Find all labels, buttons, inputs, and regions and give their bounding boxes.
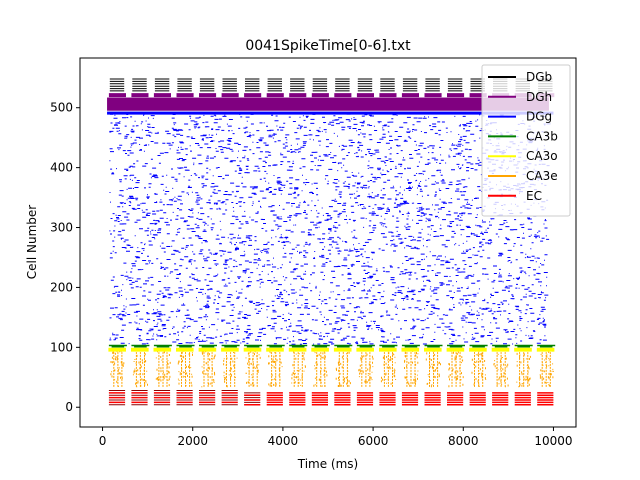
series-dgh xyxy=(107,97,549,111)
y-tick-label: 200 xyxy=(50,280,73,294)
series-ec xyxy=(108,392,554,406)
series-dgg-band xyxy=(107,111,554,115)
x-tick-label: 4000 xyxy=(268,434,299,448)
legend-label: DGg xyxy=(526,110,552,124)
plot-frame xyxy=(79,57,577,428)
y-axis-label: Cell Number xyxy=(25,205,39,280)
x-tick-label: 0 xyxy=(99,434,107,448)
legend-label: CA3b xyxy=(526,129,558,143)
y-tick-label: 0 xyxy=(65,400,73,414)
legend-label: CA3o xyxy=(526,149,558,163)
x-tick-label: 6000 xyxy=(358,434,389,448)
legend: DGb DGh DGg CA3b CA3o CA3e EC xyxy=(481,64,571,217)
x-axis-label: Time (ms) xyxy=(297,457,359,471)
series-ec-dark xyxy=(108,390,261,406)
legend-label: EC xyxy=(526,189,542,203)
series-dgg xyxy=(109,113,551,345)
y-tick-label: 400 xyxy=(50,161,73,175)
legend-box xyxy=(481,64,571,217)
y-axis-ticks: 0 100 200 300 400 500 xyxy=(50,101,80,414)
legend-label: CA3e xyxy=(526,169,558,183)
legend-label: DGh xyxy=(526,90,552,104)
legend-label: DGb xyxy=(526,70,552,84)
y-tick-label: 300 xyxy=(50,221,73,235)
x-tick-label: 10000 xyxy=(534,434,572,448)
series-ca3o xyxy=(108,347,555,352)
chart-title: 0041SpikeTime[0-6].txt xyxy=(245,38,411,54)
x-axis-ticks: 0 2000 4000 6000 8000 10000 xyxy=(99,427,573,448)
x-tick-label: 2000 xyxy=(177,434,208,448)
series-ca3b xyxy=(108,344,556,348)
y-tick-label: 500 xyxy=(50,101,73,115)
y-tick-label: 100 xyxy=(50,340,73,354)
x-tick-label: 8000 xyxy=(448,434,479,448)
